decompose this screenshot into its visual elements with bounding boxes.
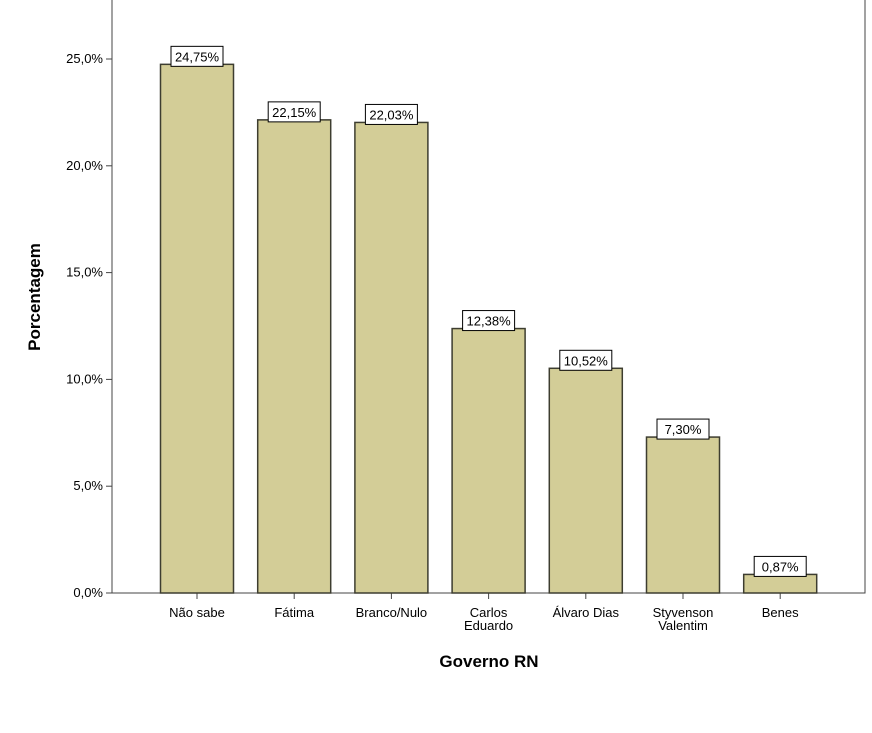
data-label-group: 0,87%	[753, 555, 807, 577]
bar	[159, 63, 235, 594]
data-label-group: 22,03%	[364, 103, 418, 125]
data-label: 12,38%	[467, 314, 512, 329]
y-tick-label: 5,0%	[73, 478, 103, 493]
data-label-group: 24,75%	[170, 45, 224, 67]
data-label: 22,15%	[272, 105, 317, 120]
x-tick-label: Benes	[762, 605, 799, 620]
bar	[256, 119, 332, 594]
data-label-group: 7,30%	[656, 418, 710, 440]
bar	[451, 327, 526, 594]
bar	[645, 436, 721, 594]
bar	[742, 573, 818, 594]
data-label: 22,03%	[369, 107, 414, 122]
data-label: 0,87%	[762, 559, 799, 574]
x-axis-title: Governo RN	[439, 652, 538, 671]
x-tick-label: Álvaro Dias	[553, 605, 620, 620]
y-axis-title: Porcentagem	[25, 243, 44, 351]
data-label-box	[753, 555, 807, 577]
x-tick-label: Eduardo	[464, 618, 513, 633]
x-tick-label: Valentim	[658, 618, 708, 633]
y-tick-label: 25,0%	[66, 51, 103, 66]
data-label-box	[559, 349, 613, 371]
y-tick-label: 15,0%	[66, 265, 103, 280]
x-tick-label: Branco/Nulo	[356, 605, 428, 620]
data-label-box	[364, 103, 418, 125]
x-tick-label: Fátima	[274, 605, 315, 620]
data-label: 7,30%	[665, 422, 702, 437]
bar	[354, 121, 429, 594]
x-tick-label: Styvenson	[653, 605, 714, 620]
data-label-box	[462, 310, 516, 332]
y-tick-label: 10,0%	[66, 371, 103, 386]
y-tick-label: 0,0%	[73, 585, 103, 600]
data-label-group: 22,15%	[267, 101, 321, 123]
y-tick-label: 20,0%	[66, 158, 103, 173]
data-label: 10,52%	[564, 353, 609, 368]
data-label-box	[267, 101, 321, 123]
bar	[548, 367, 624, 594]
x-tick-label: Não sabe	[169, 605, 225, 620]
data-label: 24,75%	[175, 49, 220, 64]
x-tick-label: Carlos	[470, 605, 508, 620]
data-label-box	[656, 418, 710, 440]
data-label-group: 10,52%	[559, 349, 613, 371]
data-label-box	[170, 45, 224, 67]
data-label-group: 12,38%	[462, 310, 516, 332]
